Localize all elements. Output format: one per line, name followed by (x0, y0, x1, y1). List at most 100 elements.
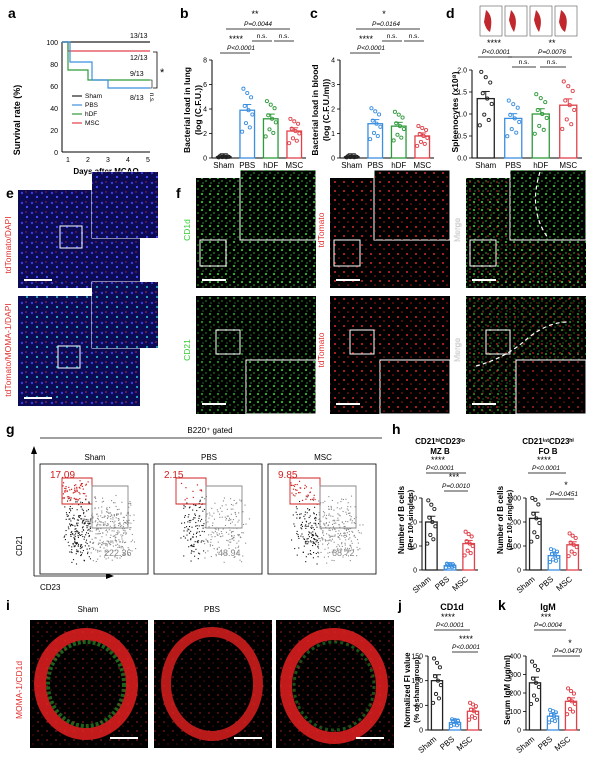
g-event (97, 558, 99, 560)
b-dot (268, 102, 273, 107)
g-event (213, 518, 216, 520)
g-event (126, 524, 129, 526)
d-sig-2: ** (548, 38, 556, 48)
g-event (93, 547, 95, 549)
g-event (194, 517, 196, 519)
g-event (223, 561, 225, 563)
g-event (121, 528, 124, 530)
d-dot (489, 101, 494, 106)
g-event (65, 530, 67, 532)
g-event (308, 531, 310, 533)
g-event (297, 534, 299, 536)
d-ns-2: n.s. (547, 59, 558, 66)
g-event (71, 546, 73, 548)
h2-dot (548, 547, 554, 552)
g-event (330, 535, 332, 537)
g-event (340, 551, 342, 553)
a-ns: n.s. (148, 93, 154, 103)
i-title-msc: MSC (323, 605, 341, 614)
g-event (342, 556, 344, 558)
g-event (228, 517, 231, 519)
g-event (238, 540, 240, 542)
g-plot-frame (39, 463, 149, 575)
g-event (339, 515, 341, 517)
g-event (118, 508, 120, 510)
g-event (314, 516, 316, 519)
g-event (241, 532, 243, 534)
g-event (96, 528, 98, 530)
g-event (207, 521, 209, 523)
h1-xlabel-pbs: PBS (433, 575, 451, 592)
g-event (354, 506, 356, 508)
g-event (86, 510, 88, 512)
g-event (83, 518, 85, 520)
b-xlabel-pbs: PBS (239, 161, 255, 170)
k-ylabel: Serum IgM (μg/ml) (503, 655, 512, 725)
panel-i: i MOMA-1/CD1d Sham PBS MSC (6, 597, 394, 748)
g-event (233, 499, 235, 501)
g-event (85, 532, 88, 534)
g-event (71, 561, 73, 563)
d-ytick: 0.5 (457, 134, 467, 141)
g-event (108, 516, 110, 518)
g-event (203, 531, 205, 533)
g-event (211, 531, 213, 533)
g-event (317, 551, 319, 553)
g-event (122, 526, 124, 528)
g-event (346, 535, 348, 537)
g-event (344, 554, 346, 556)
g-event (105, 558, 107, 560)
g-event (330, 508, 332, 510)
g-event (70, 523, 73, 525)
h1-dot (426, 498, 431, 503)
g-event (98, 550, 100, 552)
g-event (230, 503, 232, 506)
h-title-2: CD21ⁱⁿᵗCD23ʰⁱ (522, 436, 574, 446)
g-event (112, 535, 114, 537)
g-event (65, 534, 67, 536)
g-event (328, 529, 330, 531)
g-event (111, 500, 113, 502)
g-ylabel: CD21 (15, 535, 24, 556)
c-dot (375, 133, 380, 139)
g-event (94, 508, 96, 510)
g-event (89, 558, 92, 560)
g-event (113, 522, 115, 524)
d-dot (569, 122, 574, 127)
g-event (107, 511, 109, 513)
j-sig-2: **** (459, 634, 474, 644)
g-event (214, 528, 216, 530)
c-dot (368, 137, 373, 142)
g-event (208, 512, 210, 514)
g-event (72, 517, 74, 519)
a-xtick: 5 (146, 157, 150, 164)
j-dot (436, 696, 442, 701)
g-event (89, 530, 91, 532)
g-event (225, 504, 227, 506)
g-event (213, 512, 215, 514)
g-plot-title: PBS (201, 453, 217, 462)
g-event (76, 549, 78, 551)
g-event (327, 552, 329, 554)
g-event (230, 519, 232, 521)
g-event (85, 534, 87, 536)
g-event (245, 542, 247, 544)
g-event (197, 540, 199, 542)
c-dot (370, 118, 375, 123)
g-event (223, 497, 225, 499)
g-gate-label: B220⁺ gated (187, 426, 232, 435)
g-event (195, 548, 197, 550)
b-dot (242, 103, 247, 108)
g-event (128, 522, 130, 524)
g-event (352, 549, 355, 551)
h-sig-a1: **** (431, 455, 446, 465)
b-ytick: 6 (203, 82, 207, 89)
g-event (304, 540, 306, 542)
d-ns-1: n.s. (519, 59, 530, 66)
g-event (237, 546, 239, 549)
g-event (335, 530, 337, 532)
g-event (229, 529, 231, 531)
g-event (326, 562, 328, 564)
g-event (204, 498, 206, 500)
k-dot (548, 707, 553, 712)
